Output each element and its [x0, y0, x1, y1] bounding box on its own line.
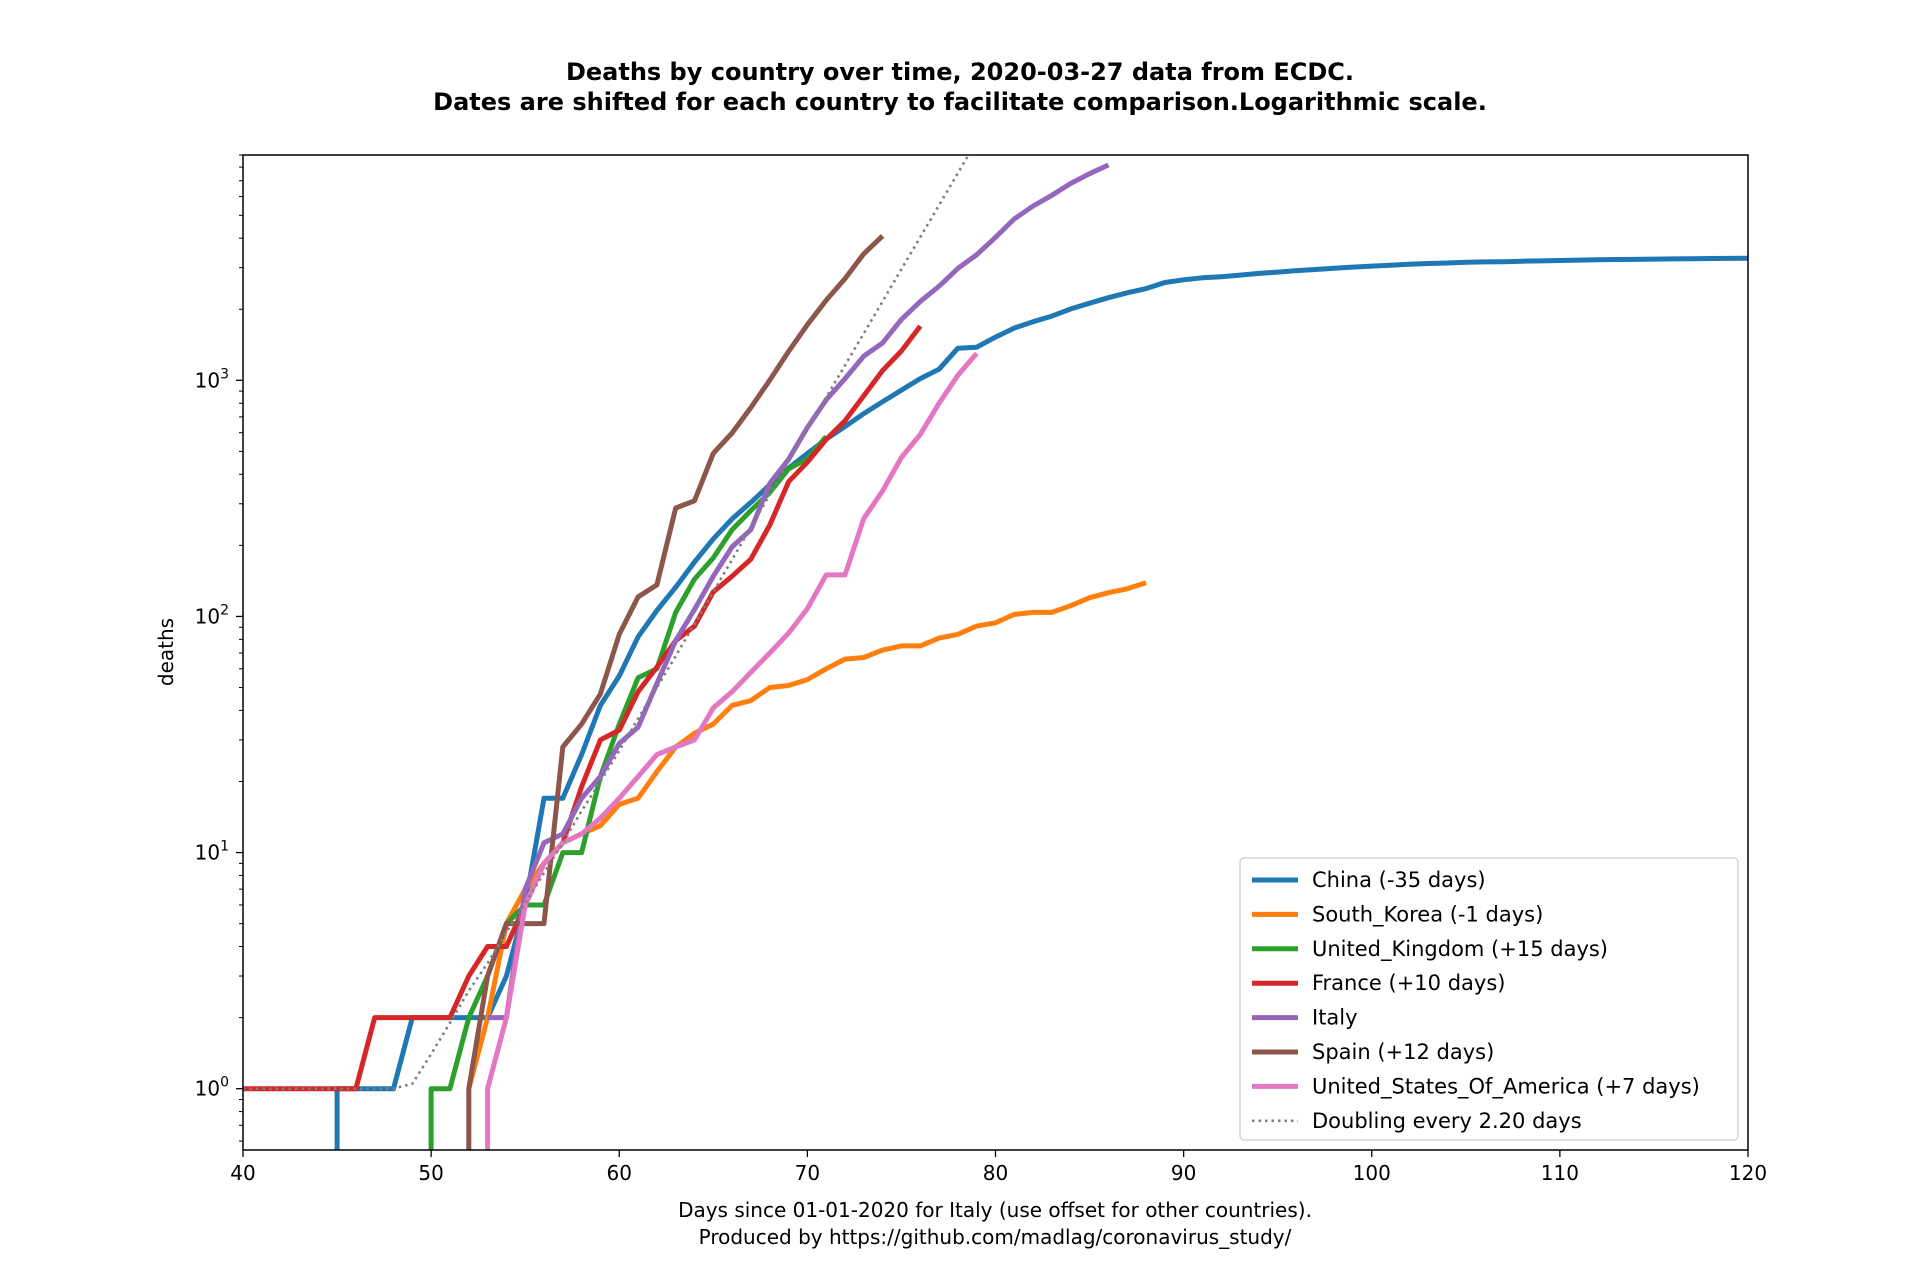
y-tick-label: 103	[195, 366, 229, 392]
legend: China (-35 days) South_Korea (-1 days) Uni…	[1239, 857, 1739, 1141]
series-line-2	[428, 434, 829, 1150]
legend-label-5: Spain (+12 days)	[1312, 1040, 1494, 1064]
x-tick-label: 50	[418, 1161, 443, 1185]
legend-label-4: Italy	[1312, 1006, 1358, 1030]
legend-label-7: Doubling every 2.20 days	[1312, 1109, 1582, 1133]
x-tick-label: 100	[1353, 1161, 1391, 1185]
y-tick-label: 102	[195, 602, 229, 628]
legend-frame	[1239, 857, 1739, 1141]
plot-frame	[242, 154, 1749, 1151]
legend-label-1: South_Korea (-1 days)	[1312, 902, 1543, 927]
legend-label-0: China (-35 days)	[1312, 868, 1486, 892]
legend-label-2: United_Kingdom (+15 days)	[1312, 937, 1608, 962]
x-tick-label: 40	[230, 1161, 255, 1185]
x-tick-label: 120	[1729, 1161, 1767, 1185]
x-tick-label: 60	[607, 1161, 632, 1185]
y-axis-label: deaths	[154, 618, 178, 686]
legend-label-6: United_States_Of_America (+7 days)	[1312, 1074, 1700, 1099]
x-tick-label: 110	[1541, 1161, 1579, 1185]
x-axis-label-line-1: Days since 01-01-2020 for Italy (use off…	[678, 1198, 1312, 1222]
x-tick-label: 80	[983, 1161, 1008, 1185]
x-axis-ticks: 40 50 60 70 80 90 100 110 120	[230, 1150, 1767, 1185]
x-tick-label: 70	[795, 1161, 820, 1185]
y-axis-ticks: 100 101 102 103	[195, 154, 243, 1142]
series-lines	[243, 156, 1748, 1150]
x-axis-label-line-2: Produced by https://github.com/madlag/co…	[699, 1225, 1292, 1249]
chart-title-line-1: Deaths by country over time, 2020-03-27 …	[566, 58, 1354, 86]
x-tick-label: 90	[1171, 1161, 1196, 1185]
legend-label-3: France (+10 days)	[1312, 971, 1505, 995]
y-tick-label: 101	[195, 839, 229, 865]
chart-title-line-2: Dates are shifted for each country to fa…	[433, 88, 1487, 116]
series-line-6	[485, 351, 979, 1150]
y-tick-label: 100	[195, 1075, 229, 1101]
